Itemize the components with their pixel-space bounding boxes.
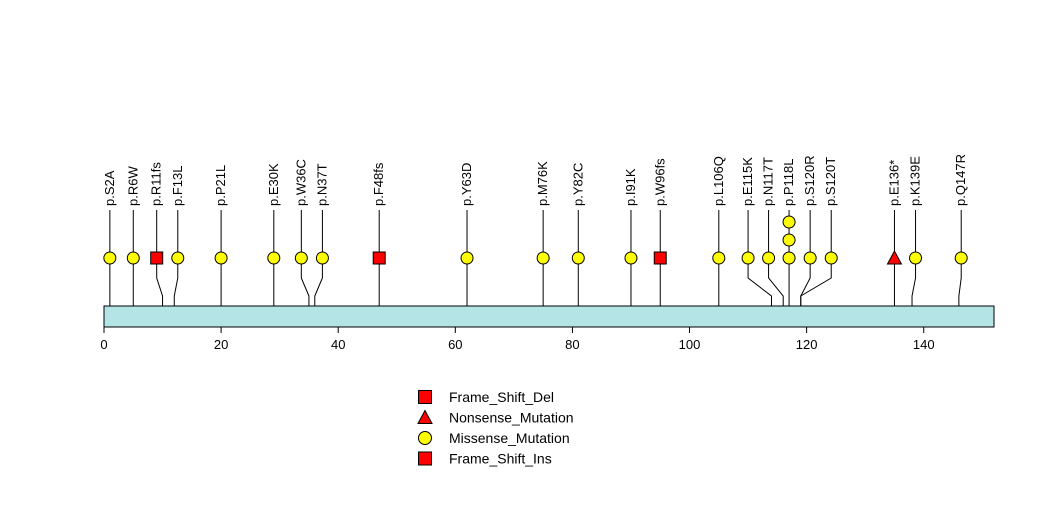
x-tick-label: 60 (448, 337, 462, 352)
mutation-label: p.P118L (781, 159, 796, 206)
mutation-marker-p-n117t (762, 251, 776, 265)
mutation-marker-p-r11fs (150, 251, 164, 265)
legend-item-frame-shift-del: Frame_Shift_Del (418, 389, 554, 405)
legend-item-frame-shift-ins: Frame_Shift_Ins (418, 451, 552, 467)
mutation-label: p.L106Q (711, 156, 726, 206)
mutation-label: p.N117T (761, 157, 776, 206)
mutation-label: p.P21L (213, 165, 228, 206)
protein-domain-bar (103, 305, 995, 328)
mutation-marker-p-e115k (741, 251, 755, 265)
legend-label: Frame_Shift_Ins (449, 451, 552, 467)
mutation-labels: p.S2A p.R6W p.R11fs p.F13L p.P21L p.E30K p.W36… (102, 154, 968, 206)
mutation-marker-p-p118l (782, 215, 796, 229)
mutation-marker-p-p21l (214, 251, 228, 265)
mutation-marker-p-p118l (782, 233, 796, 247)
mutation-marker-p-s2a (103, 251, 117, 265)
mutation-label: p.R11fs (149, 162, 164, 206)
mutation-label: p.S2A (102, 170, 117, 206)
mutation-label: p.F48fs (371, 162, 386, 206)
mutation-stem (314, 210, 323, 306)
mutation-label: p.Y82C (570, 163, 585, 206)
legend-square-icon (418, 451, 432, 466)
mutation-marker-p-i91k (624, 251, 638, 265)
x-axis: 0 20 40 60 80 100 120 140 (100, 326, 935, 352)
mutation-marker-p-e30k (267, 251, 281, 265)
mutation-marker-p-s120t (824, 251, 838, 265)
x-tick-label: 20 (214, 337, 228, 352)
mutation-marker-p-y82c (571, 251, 585, 265)
mutation-marker-p-w96fs (653, 251, 667, 265)
mutation-stem (300, 210, 310, 306)
legend-item-missense-mutation: Missense_Mutation (418, 430, 570, 446)
mutation-label: p.Y63D (459, 163, 474, 206)
legend-item-nonsense-mutation: Nonsense_Mutation (417, 409, 574, 426)
legend-triangle-icon (417, 409, 433, 424)
mutation-marker-p-e136 (886, 249, 903, 265)
mutation-marker-p-l106q (712, 251, 726, 265)
mutation-marker-p-w36c (294, 251, 308, 265)
legend-circle-icon (418, 431, 432, 445)
mutation-label: p.S120T (823, 157, 838, 206)
mutation-markers (103, 215, 968, 265)
mutation-stem (768, 210, 784, 306)
x-tick-label: 100 (679, 337, 701, 352)
mutation-stems (109, 210, 962, 306)
mutation-label: p.R6W (125, 166, 140, 206)
mutation-marker-p-q147r (954, 251, 968, 265)
mutation-label: p.N37T (314, 163, 329, 206)
mutation-label: p.W36C (293, 159, 308, 206)
x-tick-label: 80 (565, 337, 579, 352)
mutation-label: p.M76K (535, 161, 550, 206)
legend: Frame_Shift_Del Nonsense_Mutation Missense… (417, 389, 574, 467)
mutation-label: p.I91K (623, 168, 638, 206)
mutation-label: p.F13L (170, 166, 185, 206)
mutation-marker-p-m76k (536, 251, 550, 265)
mutation-marker-p-f48fs (372, 251, 386, 265)
mutation-stem (747, 210, 772, 306)
mutation-label: p.W96fs (652, 158, 667, 206)
mutation-stem (958, 210, 962, 306)
mutation-label: p.S120R (802, 155, 817, 206)
x-tick-label: 140 (913, 337, 935, 352)
legend-square-icon (418, 390, 432, 404)
mutation-marker-p-f13l (171, 251, 185, 265)
mutation-label: p.Q147R (953, 154, 968, 206)
legend-label: Missense_Mutation (449, 430, 570, 446)
legend-label: Frame_Shift_Del (449, 389, 554, 405)
mutation-label: p.E30K (266, 163, 281, 206)
mutation-stem (911, 210, 917, 306)
mutation-marker-p-y63d (460, 251, 474, 265)
mutation-marker-p-s120r (803, 251, 817, 265)
x-tick-label: 120 (796, 337, 818, 352)
x-tick-label: 0 (100, 337, 107, 352)
mutation-label: p.K139E (908, 156, 923, 206)
mutation-stem (173, 210, 179, 306)
mutation-marker-p-n37t (315, 251, 329, 265)
mutation-marker-p-p118l (782, 251, 796, 265)
mutation-label: p.E136* (886, 160, 901, 206)
legend-label: Nonsense_Mutation (449, 410, 574, 426)
mutation-label: p.E115K (740, 157, 755, 206)
mutation-stem (156, 210, 164, 306)
x-tick-label: 40 (331, 337, 345, 352)
mutation-marker-p-r6w (126, 251, 140, 265)
mutation-stem (800, 210, 832, 306)
mutation-marker-p-k139e (909, 251, 923, 265)
